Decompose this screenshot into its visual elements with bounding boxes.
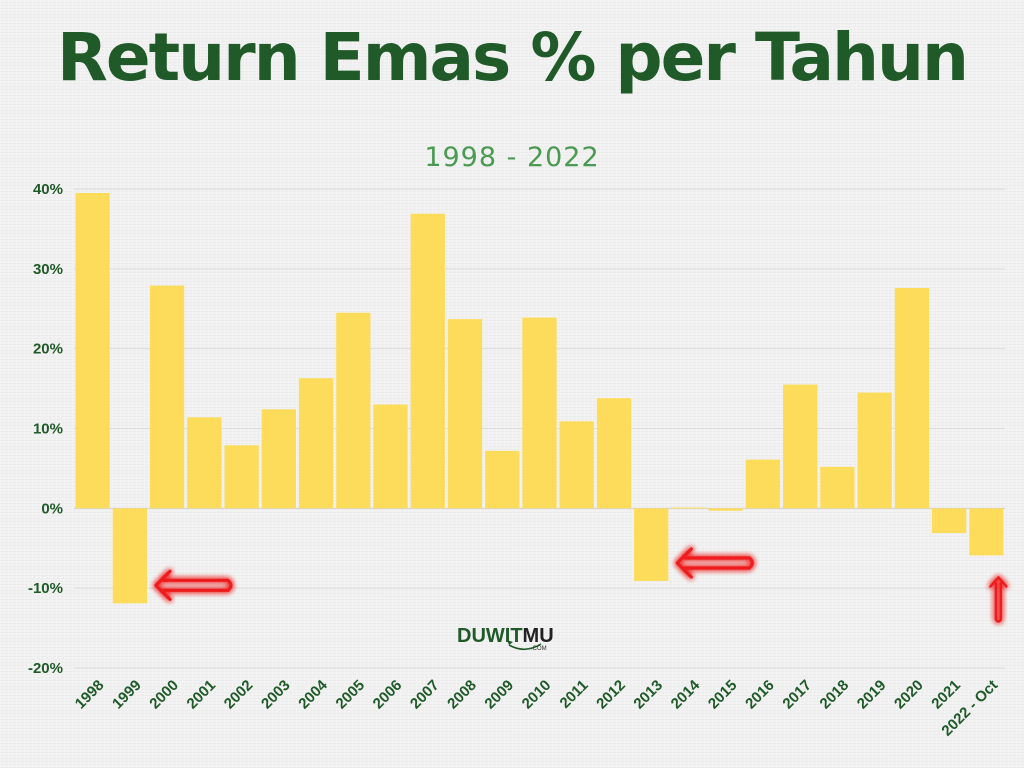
red-arrow-left-annotation — [154, 569, 233, 601]
bars — [75, 192, 1004, 604]
bar-2000 — [149, 285, 185, 509]
y-tick-label: 40% — [33, 181, 63, 198]
x-tick-label: 2014 — [668, 676, 704, 712]
x-tick-label: 2004 — [295, 676, 331, 712]
x-tick-label: 2007 — [407, 677, 443, 713]
x-tick-label: 2011 — [557, 677, 592, 712]
duwitmu-logo: DUWITMU .COM — [457, 625, 554, 652]
logo-swoosh-arrow — [507, 640, 513, 645]
chart-subtitle: 1998 - 2022 — [424, 142, 600, 173]
y-tick-label: 30% — [33, 261, 63, 278]
x-tick-label: 2001 — [184, 677, 220, 713]
bar-2002 — [224, 445, 259, 509]
red-arrow-left-annotation — [675, 547, 754, 579]
bar-2007 — [410, 213, 445, 509]
bar-2013 — [634, 508, 669, 581]
bar-2019 — [857, 392, 892, 509]
y-axis-ticks: -20% -10% 0% 10% 20% 30% 40% — [28, 181, 63, 677]
x-tick-label: 2016 — [742, 677, 778, 713]
x-tick-label: 2005 — [333, 677, 369, 713]
bar-2001 — [187, 417, 222, 509]
x-tick-label: 1998 — [72, 677, 108, 713]
bar-2018 — [820, 466, 855, 509]
x-tick-label: 2020 — [891, 677, 927, 713]
bar-2016 — [745, 459, 781, 509]
x-tick-label: 2015 — [705, 677, 741, 713]
y-tick-label: -10% — [28, 580, 63, 597]
annotations — [154, 547, 1008, 623]
bar-2020 — [894, 287, 930, 509]
x-tick-label: 2012 — [593, 677, 629, 713]
bar-2004 — [298, 378, 334, 509]
x-tick-label: 2019 — [854, 677, 890, 713]
bar-2012 — [596, 398, 632, 509]
x-tick-label: 2017 — [779, 677, 815, 713]
x-tick-label: 2010 — [519, 677, 555, 713]
bar-2014 — [671, 507, 706, 509]
x-tick-label: 2008 — [444, 677, 480, 713]
x-tick-label: 1999 — [109, 677, 145, 713]
bar-2022-oct — [969, 508, 1004, 556]
red-arrow-up-annotation — [989, 576, 1008, 623]
bar-1998 — [75, 192, 110, 509]
bar-2006 — [373, 404, 408, 509]
x-tick-label: 2000 — [146, 677, 182, 713]
bar-2011 — [559, 421, 594, 509]
x-tick-label: 2009 — [481, 677, 517, 713]
bar-2021 — [932, 508, 967, 534]
bar-2003 — [261, 409, 296, 509]
y-tick-label: -20% — [28, 660, 63, 677]
x-tick-label: 2018 — [817, 677, 853, 713]
x-tick-label: 2013 — [630, 677, 666, 713]
x-tick-label: 2002 — [221, 677, 257, 713]
bar-2010 — [522, 317, 557, 509]
bar-1999 — [112, 508, 147, 604]
chart-title: Return Emas % per Tahun — [57, 19, 969, 96]
y-tick-label: 20% — [33, 341, 63, 358]
logo-swoosh — [508, 643, 542, 651]
bar-2015 — [708, 508, 743, 511]
bar-2008 — [447, 319, 483, 509]
bar-2009 — [485, 450, 520, 509]
x-axis-ticks: 1998 1999 2000 2001 2002 2003 2004 2005 2006 2007… — [72, 676, 1001, 739]
bar-2017 — [783, 384, 818, 509]
x-tick-label: 2006 — [370, 677, 406, 713]
logo-sub-text: .COM — [531, 646, 547, 652]
bar-2005 — [336, 312, 371, 509]
x-tick-label: 2003 — [258, 677, 294, 713]
y-tick-label: 10% — [33, 421, 63, 438]
y-tick-label: 0% — [41, 500, 63, 517]
logo-text: DUWITMU — [457, 625, 554, 647]
